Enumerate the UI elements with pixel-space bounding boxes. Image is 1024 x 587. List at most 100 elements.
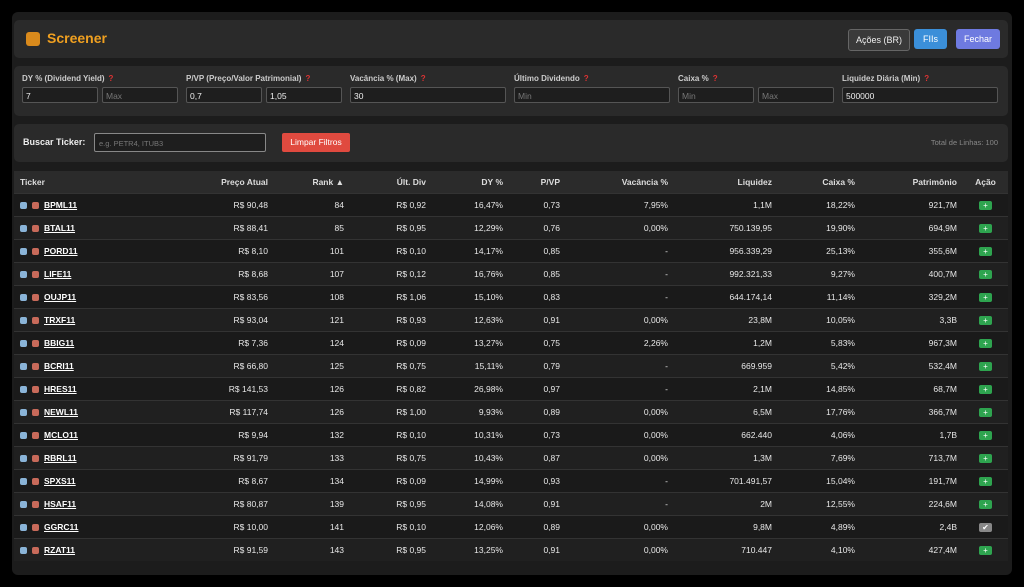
chart-icon[interactable]: [32, 317, 39, 325]
chart-icon[interactable]: [32, 271, 39, 279]
help-icon: ?: [583, 74, 589, 83]
action-button[interactable]: +: [979, 270, 992, 279]
table-cell: 329,2M: [861, 285, 963, 309]
action-cell: +: [963, 469, 1008, 493]
action-button[interactable]: +: [979, 385, 992, 394]
chart-icon[interactable]: [32, 294, 39, 302]
table-cell: 967,3M: [861, 331, 963, 355]
chart-icon[interactable]: [32, 340, 39, 348]
filter-input[interactable]: Max: [102, 87, 178, 103]
filter-input[interactable]: 500000: [842, 87, 998, 103]
action-button[interactable]: +: [979, 454, 992, 463]
ticker-link[interactable]: MCLO11: [44, 430, 79, 440]
action-button[interactable]: +: [979, 500, 992, 509]
ticker-link[interactable]: BBIG11: [44, 338, 75, 348]
action-button[interactable]: +: [979, 362, 992, 371]
ticker-cell: BBIG11: [14, 331, 164, 355]
action-button[interactable]: +: [979, 477, 992, 486]
filters-card: DY % (Dividend Yield)? 7 Max P/VP (Preço/Va…: [14, 66, 1008, 116]
ticker-link[interactable]: BCRI11: [44, 361, 74, 371]
filter-input[interactable]: 0,7: [186, 87, 262, 103]
ticker-link[interactable]: HSAF11: [44, 499, 77, 509]
filter-input[interactable]: Min: [678, 87, 754, 103]
column-header: P/VP: [509, 171, 566, 194]
table-cell: 191,7M: [861, 469, 963, 493]
table-cell: R$ 0,82: [350, 377, 432, 401]
table-cell: 427,4M: [861, 538, 963, 561]
column-header: Caixa %: [778, 171, 861, 194]
action-button[interactable]: +: [979, 339, 992, 348]
ticker-link[interactable]: PORD11: [44, 246, 78, 256]
chart-icon[interactable]: [32, 202, 39, 210]
action-button[interactable]: +: [979, 546, 992, 555]
ticker-link[interactable]: RBRL11: [44, 453, 77, 463]
fund-icon: [20, 386, 27, 394]
ticker-link[interactable]: RZAT11: [44, 545, 76, 555]
chart-icon[interactable]: [32, 225, 39, 233]
filter-input[interactable]: Max: [758, 87, 834, 103]
ticker-link[interactable]: HRES11: [44, 384, 77, 394]
chart-icon[interactable]: [32, 363, 39, 371]
ticker-link[interactable]: TRXF11: [44, 315, 76, 325]
chart-icon[interactable]: [32, 409, 39, 417]
action-button[interactable]: +: [979, 224, 992, 233]
table-cell: R$ 0,92: [350, 193, 432, 217]
table-cell: 15,11%: [432, 354, 509, 378]
filter-input[interactable]: 1,05: [266, 87, 342, 103]
chart-icon[interactable]: [32, 248, 39, 256]
ticker-cell: SPXS11: [14, 469, 164, 493]
search-input[interactable]: e.g. PETR4, ITUB3: [94, 133, 266, 152]
action-button[interactable]: ✔: [979, 523, 992, 532]
ticker-link[interactable]: OUJP11: [44, 292, 77, 302]
table-row: LIFE11 R$ 8,68 107 R$ 0,12 16,76% 0,85-992.32…: [14, 262, 1008, 286]
ticker-link[interactable]: LIFE11: [44, 269, 72, 279]
chart-icon[interactable]: [32, 501, 39, 509]
column-header[interactable]: Rank ▲: [274, 171, 350, 194]
action-button[interactable]: +: [979, 431, 992, 440]
action-button[interactable]: +: [979, 247, 992, 256]
chart-icon[interactable]: [32, 432, 39, 440]
table-cell: 126: [274, 400, 350, 424]
action-button[interactable]: +: [979, 408, 992, 417]
action-button[interactable]: +: [979, 293, 992, 302]
ticker-link[interactable]: BTAL11: [44, 223, 76, 233]
table-cell: 644.174,14: [674, 285, 778, 309]
table-cell: 15,04%: [778, 469, 861, 493]
filter-input[interactable]: 7: [22, 87, 98, 103]
table-cell: R$ 91,79: [164, 446, 274, 470]
table-cell: 133: [274, 446, 350, 470]
fii-button[interactable]: FIIs: [914, 29, 947, 49]
close-button[interactable]: Fechar: [956, 29, 1000, 49]
ticker-link[interactable]: SPXS11: [44, 476, 76, 486]
table-cell: 2,1M: [674, 377, 778, 401]
chart-icon[interactable]: [32, 524, 39, 532]
table-cell: 0,00%: [566, 400, 674, 424]
column-header: Preço Atual: [164, 171, 274, 194]
chart-icon[interactable]: [32, 478, 39, 486]
filter-input[interactable]: Min: [514, 87, 670, 103]
table-cell: 992.321,33: [674, 262, 778, 286]
ticker-link[interactable]: BPML11: [44, 200, 78, 210]
screener-panel: Garimpo Deep Market Prospecting Screener…: [12, 12, 1012, 575]
chart-icon[interactable]: [32, 386, 39, 394]
fund-icon: [20, 363, 27, 371]
action-button[interactable]: +: [979, 201, 992, 210]
table-row: OUJP11 R$ 83,56 108 R$ 1,06 15,10% 0,83-644.1…: [14, 285, 1008, 309]
market-button[interactable]: Ações (BR): [848, 29, 910, 51]
clear-button[interactable]: Limpar Filtros: [282, 133, 350, 152]
filter-input[interactable]: 30: [350, 87, 506, 103]
fund-icon: [20, 547, 27, 555]
fund-icon: [20, 271, 27, 279]
table-row: SPXS11 R$ 8,67 134 R$ 0,09 14,99% 0,93-701.49…: [14, 469, 1008, 493]
filter-group: Vacância % (Max)? 30: [350, 74, 506, 103]
table-cell: 14,17%: [432, 239, 509, 263]
table-cell: 5,83%: [778, 331, 861, 355]
title: Screener: [47, 30, 107, 46]
chart-icon[interactable]: [32, 455, 39, 463]
action-button[interactable]: +: [979, 316, 992, 325]
chart-icon[interactable]: [32, 547, 39, 555]
ticker-link[interactable]: GGRC11: [44, 522, 79, 532]
table-cell: 4,89%: [778, 515, 861, 539]
ticker-link[interactable]: NEWL11: [44, 407, 79, 417]
fund-icon: [20, 455, 27, 463]
